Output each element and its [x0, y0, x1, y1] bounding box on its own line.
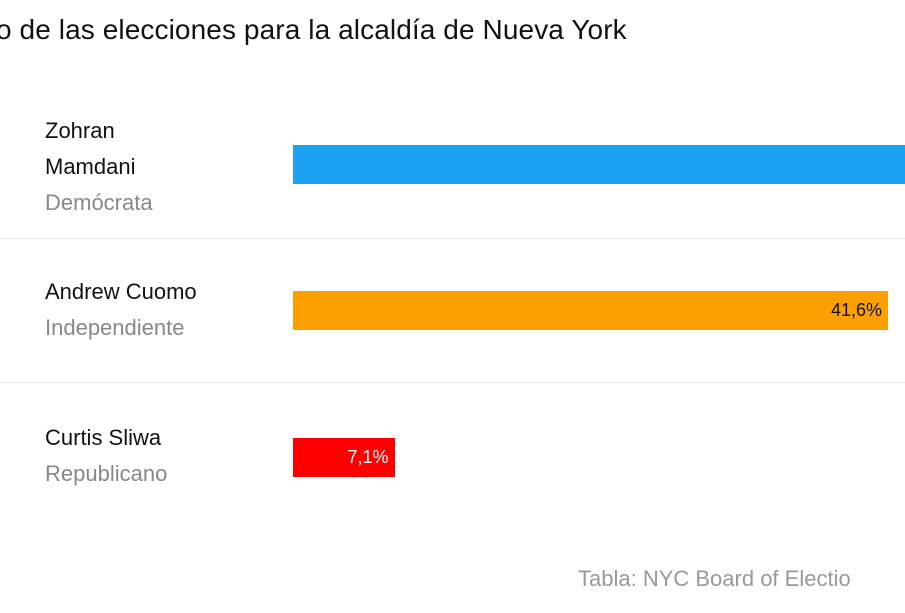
- bar-1: [293, 145, 905, 184]
- candidate-name: Zohran Mamdani: [45, 118, 136, 179]
- candidate-name: Curtis Sliwa: [45, 425, 162, 450]
- bar-3: 7,1%: [293, 438, 395, 477]
- candidate-party: Demócrata: [45, 190, 153, 215]
- row-divider: [0, 238, 905, 239]
- row-divider: [0, 382, 905, 383]
- chart-title: o de las elecciones para la alcaldía de …: [0, 14, 627, 45]
- bar-value-label: 41,6%: [830, 300, 882, 320]
- bar-value-label: 7,1%: [347, 447, 389, 467]
- candidate-party: Independiente: [45, 315, 185, 340]
- bar-2: 41,6%: [293, 291, 888, 330]
- candidate-party: Republicano: [45, 461, 168, 486]
- candidate-name: Andrew Cuomo: [45, 279, 197, 304]
- source-credit: Tabla: NYC Board of Electio: [578, 566, 851, 591]
